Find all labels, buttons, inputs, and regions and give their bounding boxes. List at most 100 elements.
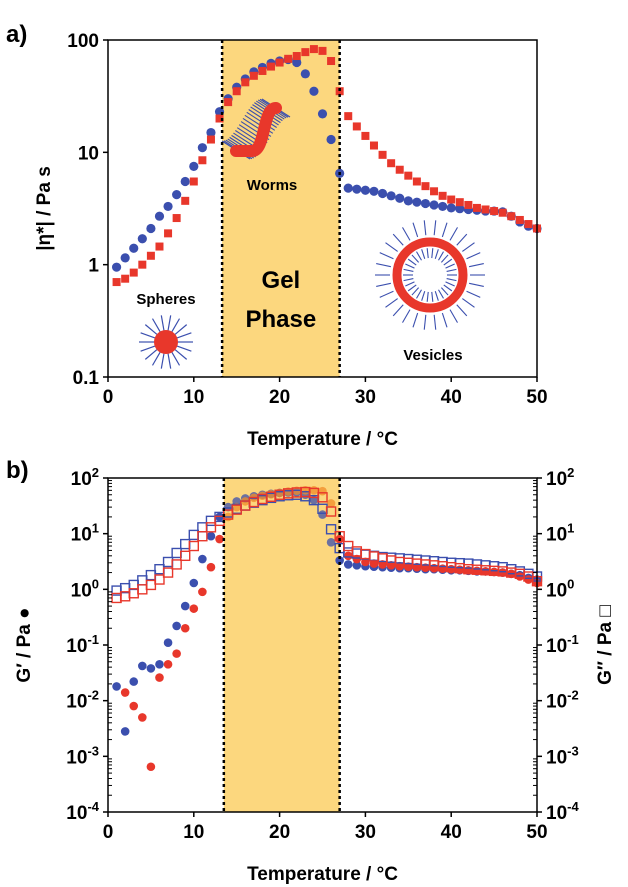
- y-tick-label-right: 10-2: [546, 688, 579, 713]
- vesicle-outer-chain: [379, 290, 394, 298]
- data-point-blue-circle: [326, 134, 336, 145]
- data-point-blue-open-square: [385, 552, 397, 563]
- vesicle-inner-chain: [440, 254, 449, 263]
- data-point-blue-circle: [154, 211, 165, 221]
- vesicle-outer-chain: [385, 242, 398, 252]
- gel-phase-region-b: [223, 478, 340, 812]
- sphere-chain: [160, 352, 165, 369]
- data-point-blue-circle: [446, 203, 456, 213]
- vesicle-outer-chain: [469, 282, 484, 287]
- plot-frame-a: [107, 39, 538, 378]
- data-point-red-circle: [155, 673, 164, 682]
- sphere-chain: [170, 318, 181, 333]
- data-point-red-square: [224, 98, 233, 107]
- phase-label: Phase: [246, 306, 317, 333]
- data-point-blue-circle: [155, 660, 164, 669]
- data-point-blue-circle: [360, 185, 370, 195]
- vesicle-outer-chain: [392, 304, 404, 317]
- data-point-red-square: [498, 208, 507, 217]
- x-tick-label: 10: [183, 387, 204, 408]
- vesicle-inner-chain: [411, 287, 420, 296]
- data-point-red-square: [387, 159, 396, 168]
- vesicle-inner-chain: [403, 268, 414, 273]
- sphere-chain: [144, 348, 158, 360]
- vesicle-outer-chain: [441, 312, 448, 328]
- vesicle-inner-chain: [438, 251, 444, 261]
- data-point-red-square: [112, 278, 121, 287]
- data-point-blue-circle: [112, 682, 121, 691]
- x-tick-label: 50: [526, 822, 547, 843]
- vesicle-inner-chain: [431, 248, 434, 259]
- y-tick-label-right: 10-1: [546, 632, 579, 657]
- data-point-red-square: [438, 191, 447, 200]
- vesicle-outer-chain: [441, 222, 448, 238]
- data-point-red-square: [447, 195, 456, 204]
- data-point-red-square: [215, 114, 224, 123]
- x-tick-label: 40: [441, 387, 462, 408]
- y-tick-label-left: 100: [71, 576, 99, 601]
- data-point-red-square: [138, 260, 147, 269]
- vesicle-outer-chain: [469, 263, 484, 268]
- data-point-red-circle: [206, 562, 216, 572]
- data-point-blue-open-square: [145, 569, 157, 581]
- data-point-red-square: [507, 212, 516, 221]
- y-axis-label-left-b: G′ / Pa ●: [14, 607, 35, 682]
- data-point-blue-circle: [206, 531, 216, 541]
- data-point-red-square: [352, 122, 361, 131]
- data-point-blue-circle: [352, 184, 362, 194]
- vesicle-outer-chain: [466, 252, 481, 260]
- sphere-chain: [176, 332, 192, 339]
- vesicle-inner-chain: [446, 268, 457, 273]
- data-point-red-square: [249, 71, 258, 80]
- data-point-blue-open-square: [394, 553, 405, 564]
- sphere-chain: [167, 352, 172, 369]
- data-point-blue-circle: [163, 201, 173, 212]
- data-point-blue-circle: [318, 510, 327, 519]
- panel-b-label: b): [6, 457, 29, 484]
- data-point-red-open-square: [137, 584, 148, 595]
- worm-core: [230, 102, 282, 157]
- data-point-blue-circle: [455, 204, 465, 214]
- vesicle-membrane: [392, 237, 468, 313]
- y-tick-label-left: 101: [71, 521, 99, 546]
- y-tick-label: 100: [67, 31, 99, 52]
- sphere-micelle-icon: [139, 315, 193, 369]
- panel-a-label: a): [6, 21, 27, 48]
- data-point-red-square: [395, 165, 404, 174]
- vesicle-inner-chain: [405, 281, 415, 287]
- data-point-red-open-square: [171, 559, 182, 570]
- data-point-red-circle: [412, 562, 422, 572]
- data-point-blue-open-square: [180, 538, 191, 550]
- sphere-chain: [140, 332, 156, 339]
- data-point-red-circle: [172, 649, 181, 658]
- data-point-red-open-square: [197, 531, 208, 542]
- data-point-red-square: [378, 150, 387, 159]
- data-point-red-square: [232, 87, 241, 96]
- vesicle-inner-chain: [416, 251, 422, 261]
- vesicle-inner-chain: [445, 281, 455, 287]
- data-point-blue-circle: [206, 127, 216, 138]
- vesicle-inner-chain: [407, 284, 417, 292]
- vesicle-outer-chain: [402, 309, 411, 323]
- data-point-red-square: [524, 220, 533, 229]
- y-axis-label-a: |η*| / Pa s: [34, 166, 55, 251]
- data-point-red-open-square: [205, 522, 217, 533]
- data-point-red-open-square: [180, 550, 191, 562]
- data-point-blue-circle: [403, 196, 413, 206]
- data-point-red-square: [301, 48, 310, 57]
- x-axis-label-a: Temperature / °C: [247, 429, 398, 450]
- data-point-red-square: [198, 156, 207, 165]
- data-point-red-square: [189, 177, 198, 186]
- gel-label: Gel: [262, 267, 301, 294]
- data-point-red-square: [292, 52, 301, 61]
- plot-b-data: [111, 486, 543, 772]
- data-point-red-square: [344, 112, 353, 121]
- ticks-a: 0 10 20 30 40 50 0.1 1 10 100: [67, 31, 547, 408]
- data-point-red-circle: [198, 587, 207, 597]
- data-point-blue-circle: [335, 556, 344, 565]
- data-point-red-square: [369, 141, 378, 150]
- data-point-blue-circle: [198, 554, 207, 564]
- data-point-red-square: [275, 58, 284, 67]
- sphere-chain: [176, 345, 192, 352]
